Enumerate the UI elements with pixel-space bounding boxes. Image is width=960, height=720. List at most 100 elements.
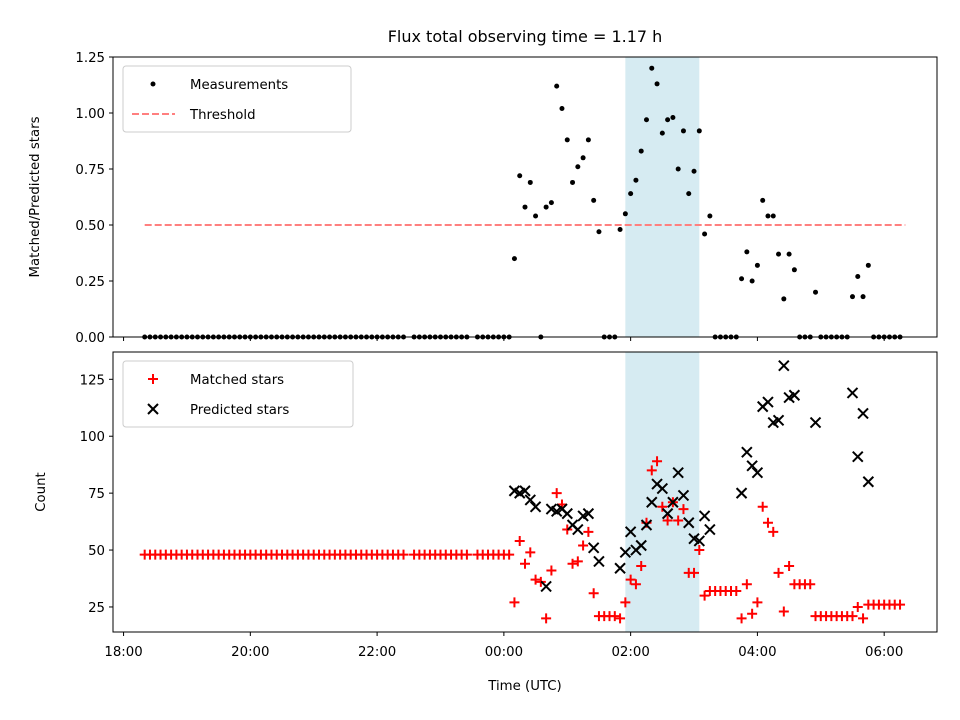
bottom-predicted-stars-point	[635, 539, 647, 552]
top-y-tick-label: 0.75	[75, 163, 105, 178]
bottom-matched-stars-point	[895, 599, 906, 610]
bottom-matched-stars-point	[784, 560, 795, 571]
bottom-matched-stars-point	[694, 545, 705, 556]
legend-measurements-label: Measurements	[190, 78, 288, 93]
bottom-matched-stars-point	[741, 579, 752, 590]
bottom-predicted-stars-point	[587, 542, 600, 554]
top-measurements-point	[638, 148, 644, 154]
top-plot-frame	[112, 56, 938, 338]
bottom-matched-stars-point	[588, 588, 599, 599]
bottom-matched-stars-point	[525, 547, 536, 558]
bottom-matched-stars-point	[778, 606, 789, 617]
top-measurements-point	[522, 204, 528, 210]
top-y-tick-label: 0.25	[75, 275, 105, 290]
top-measurements-point	[744, 249, 750, 255]
bottom-matched-stars-point	[736, 613, 747, 624]
top-measurements-point	[517, 173, 523, 179]
bottom-predicted-stars-point	[862, 476, 875, 488]
top-chart-panel: 0.00 0.25 0.50 0.75 1.00 1.25	[75, 51, 938, 346]
top-measurements-point	[739, 276, 745, 282]
top-measurements-point	[754, 262, 760, 268]
bottom-chart-panel: 25 50 75 100 125 18:00 20:00 22:00 00:00 02:00 04:…	[80, 351, 938, 660]
bottom-predicted-stars-point	[683, 517, 695, 529]
top-measurements-point	[554, 83, 560, 89]
bottom-predicted-stars-point	[746, 460, 758, 472]
x-tick-label: 00:00	[485, 645, 523, 660]
bottom-matched-stars-point	[673, 515, 684, 526]
bottom-y-tick-label: 100	[80, 430, 105, 445]
top-measurements-point	[865, 262, 871, 268]
legend-predicted-label: Predicted stars	[190, 403, 289, 418]
bottom-predicted-stars-point	[561, 507, 573, 520]
top-measurements-point	[760, 197, 766, 203]
bottom-matched-stars-point	[578, 540, 589, 551]
top-measurements-point	[691, 168, 697, 174]
bottom-predicted-stars-point	[762, 396, 774, 408]
top-measurements-point	[813, 289, 819, 295]
bottom-matched-stars-point	[731, 586, 742, 597]
bottom-predicted-stars-point	[667, 496, 679, 508]
top-measurements-point	[675, 166, 681, 172]
bottom-matched-stars-point	[773, 567, 784, 578]
bottom-matched-stars-point	[615, 613, 626, 624]
top-measurements-point	[776, 251, 782, 257]
top-y-tick-label: 0.00	[75, 331, 105, 346]
bottom-predicted-stars-point	[582, 507, 595, 520]
top-measurements-point	[855, 274, 861, 280]
bottom-matched-stars-point	[620, 597, 631, 608]
top-measurements-point	[633, 177, 639, 183]
legend-matched-marker	[148, 374, 158, 384]
top-measurements-point	[791, 267, 797, 273]
bottom-matched-stars-point	[858, 613, 869, 624]
bottom-matched-stars-point	[630, 579, 641, 590]
bottom-y-tick-label: 25	[88, 601, 105, 616]
top-measurements-point	[696, 128, 702, 134]
legend-measurements-marker	[150, 81, 156, 87]
bottom-matched-stars-point	[805, 579, 816, 590]
bottom-matched-stars-point	[757, 501, 768, 512]
top-measurements-point	[570, 179, 576, 185]
top-measurements-point	[543, 204, 549, 210]
bottom-matched-stars-point	[847, 611, 858, 622]
bottom-predicted-stars-point	[656, 482, 669, 495]
bottom-matched-stars-point	[530, 574, 541, 585]
bottom-matched-stars-point	[509, 597, 520, 608]
top-measurements-point	[702, 231, 708, 237]
bottom-predicted-stars-point	[704, 523, 716, 536]
bottom-chart-y-axis-label: Count	[34, 472, 49, 512]
top-measurements-point	[617, 226, 623, 232]
bottom-predicted-stars-point	[751, 466, 764, 479]
bottom-matched-stars-point	[583, 526, 594, 537]
bottom-predicted-stars-point	[572, 523, 584, 536]
top-measurements-point	[670, 114, 676, 120]
bottom-predicted-stars-point	[672, 466, 684, 479]
top-measurements-point	[559, 106, 565, 112]
top-measurements-point	[659, 130, 665, 136]
bottom-matched-stars-point	[636, 560, 647, 571]
bottom-predicted-stars-point	[529, 501, 542, 513]
bottom-predicted-stars-point	[524, 494, 536, 506]
top-measurements-point	[649, 65, 655, 71]
bottom-predicted-stars-point	[698, 510, 711, 522]
top-measurements-point	[707, 213, 713, 219]
top-measurements-point	[585, 137, 591, 143]
top-y-tick-label: 0.50	[75, 219, 105, 234]
top-measurements-point	[654, 81, 660, 87]
bottom-matched-stars-point	[609, 611, 620, 622]
bottom-matched-stars-point	[625, 574, 636, 585]
top-legend-box	[122, 65, 352, 133]
legend-matched-label: Matched stars	[190, 373, 284, 388]
bottom-predicted-stars-point	[735, 487, 748, 499]
top-y-tick-label: 1.25	[75, 51, 105, 66]
bottom-predicted-stars-point	[619, 546, 632, 559]
bottom-matched-stars-point	[657, 501, 668, 512]
bottom-matched-stars-point	[752, 597, 763, 608]
bottom-matched-stars-point	[551, 488, 562, 499]
top-measurements-point	[665, 117, 671, 123]
x-tick-label: 20:00	[231, 645, 269, 660]
bottom-matched-stars-point	[646, 465, 657, 476]
bottom-y-tick-label: 75	[88, 487, 105, 502]
bottom-matched-stars-point	[747, 608, 758, 619]
bottom-legend-box	[122, 360, 354, 428]
